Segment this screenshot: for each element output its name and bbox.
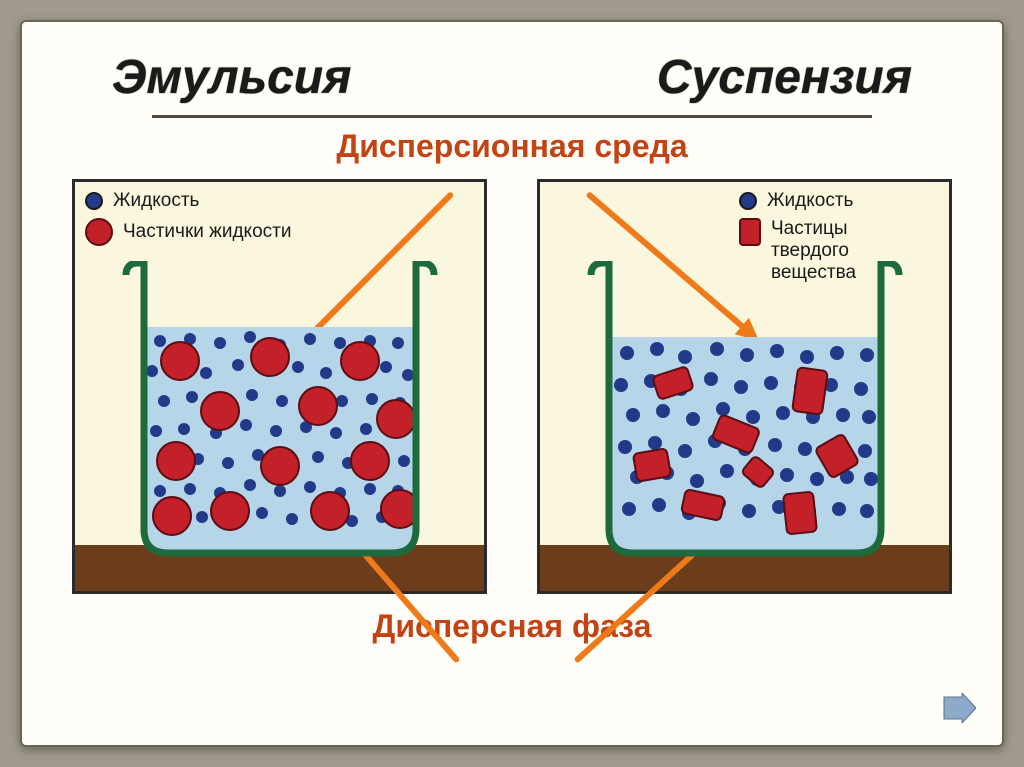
panel-suspension: Жидкость Частицы твердого вещества <box>537 179 952 594</box>
legend-text-line: Частицы <box>771 218 848 239</box>
legend-dot-icon <box>739 192 757 210</box>
legend-text-line: твердого вещества <box>771 240 856 283</box>
beaker-emulsion <box>120 261 440 561</box>
panels-row: Жидкость Частички жидкости <box>72 179 952 594</box>
legend-row: Частицы твердого вещества <box>739 218 939 284</box>
title-suspension: Суспензия <box>657 50 912 105</box>
legend-row: Частички жидкости <box>85 218 474 246</box>
label-dispersion-medium: Дисперсионная среда <box>62 128 962 165</box>
legend-suspension: Жидкость Частицы твердого вещества <box>739 190 939 284</box>
title-emulsion: Эмульсия <box>112 50 351 105</box>
legend-bigdot-icon <box>85 218 113 246</box>
label-dispersed-phase: Дисперсная фаза <box>62 608 962 645</box>
legend-text: Частицы твердого вещества <box>771 218 939 284</box>
title-underline <box>152 115 872 118</box>
beaker-suspension <box>585 261 905 561</box>
legend-text: Жидкость <box>767 190 853 212</box>
legend-row: Жидкость <box>739 190 853 212</box>
legend-text: Частички жидкости <box>123 221 291 243</box>
legend-dot-icon <box>85 192 103 210</box>
panel-emulsion: Жидкость Частички жидкости <box>72 179 487 594</box>
slide-frame: Эмульсия Суспензия Дисперсионная среда Ж… <box>20 20 1004 747</box>
title-row: Эмульсия Суспензия <box>62 50 962 111</box>
legend-text: Жидкость <box>113 190 199 212</box>
legend-emulsion: Жидкость Частички жидкости <box>85 190 474 246</box>
legend-row: Жидкость <box>85 190 474 212</box>
next-button[interactable] <box>940 693 976 723</box>
legend-chunk-icon <box>739 218 761 246</box>
